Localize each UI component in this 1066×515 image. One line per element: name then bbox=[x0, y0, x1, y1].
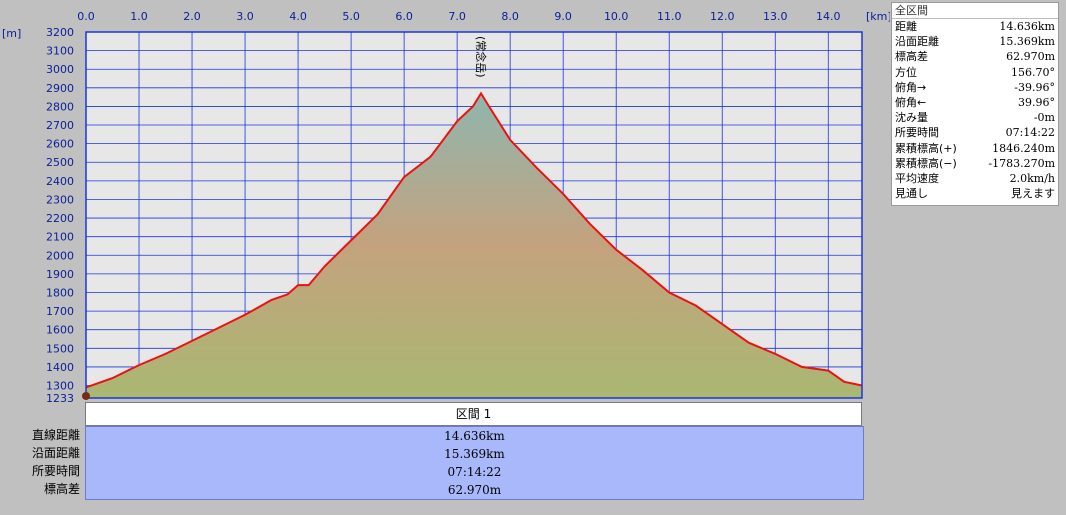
y-tick-label: 1233 bbox=[46, 392, 74, 402]
summary-label: 標高差 bbox=[895, 50, 928, 64]
summary-row: 見通し 見えます bbox=[892, 186, 1058, 201]
start-marker bbox=[82, 392, 90, 400]
segment-label: 沿面距離 bbox=[31, 446, 80, 460]
segment-values: 14.636km 15.369km 07:14:22 62.970m bbox=[85, 426, 864, 500]
summary-value: 15.369km bbox=[999, 35, 1055, 49]
summary-row: 方位 156.70° bbox=[892, 65, 1058, 80]
summary-row: 所要時間 07:14:22 bbox=[892, 125, 1058, 140]
summary-label: 所要時間 bbox=[895, 126, 939, 140]
x-tick-label: 14.0 bbox=[816, 10, 841, 23]
y-tick-label: 2500 bbox=[46, 156, 74, 169]
x-tick-label: 6.0 bbox=[395, 10, 413, 23]
y-tick-label: 2000 bbox=[46, 249, 74, 262]
segment-value: 62.970m bbox=[447, 483, 502, 497]
summary-row: 沿面距離 15.369km bbox=[892, 34, 1058, 49]
y-tick-label: 1900 bbox=[46, 268, 74, 281]
summary-row: 沈み量 -0m bbox=[892, 110, 1058, 125]
x-tick-label: 4.0 bbox=[289, 10, 307, 23]
summary-label: 距離 bbox=[895, 20, 917, 33]
y-tick-label: 2100 bbox=[46, 231, 74, 244]
x-tick-label: 12.0 bbox=[710, 10, 735, 23]
segment-label: 所要時間 bbox=[31, 464, 80, 478]
y-tick-label: 3100 bbox=[46, 45, 74, 58]
y-tick-label: 1800 bbox=[46, 286, 74, 299]
plot-border bbox=[85, 31, 863, 399]
segment-value: 15.369km bbox=[444, 447, 505, 461]
x-tick-label: 8.0 bbox=[501, 10, 519, 23]
summary-value: -1783.270m bbox=[988, 156, 1055, 170]
summary-row: 距離 14.636km bbox=[892, 19, 1058, 34]
elevation-area bbox=[86, 93, 862, 399]
y-tick-label: 1500 bbox=[46, 342, 74, 355]
segment-header[interactable]: 区間 1 bbox=[85, 402, 862, 426]
summary-value: 156.70° bbox=[1011, 65, 1055, 79]
summary-value: 07:14:22 bbox=[1005, 126, 1055, 140]
y-tick-label: 2900 bbox=[46, 82, 74, 95]
summary-label: 沈み量 bbox=[895, 111, 928, 125]
summary-row: 標高差 62.970m bbox=[892, 49, 1058, 64]
summary-title: 全区間 bbox=[892, 3, 1058, 19]
summary-row: 俯角→ -39.96° bbox=[892, 80, 1058, 95]
y-tick-label: 1600 bbox=[46, 324, 74, 337]
summary-row: 俯角← 39.96° bbox=[892, 95, 1058, 110]
summary-label: 平均速度 bbox=[895, 171, 939, 185]
y-tick-label: 2700 bbox=[46, 119, 74, 132]
segment-labels: 直線距離沿面距離所要時間標高差 bbox=[0, 426, 80, 498]
x-tick-label: 1.0 bbox=[130, 10, 148, 23]
segment-value: 07:14:22 bbox=[447, 465, 502, 479]
y-unit-label: [m] bbox=[2, 27, 21, 40]
summary-label: 俯角→ bbox=[895, 80, 927, 94]
y-tick-label: 3200 bbox=[46, 26, 74, 39]
summary-value: 見えます bbox=[1011, 187, 1055, 201]
summary-row: 累積標高(+) 1846.240m bbox=[892, 141, 1058, 156]
elevation-profile-chart: 0.0 1.0 2.0 3.0 4.0 5.0 6.0 7.0 8.0 9.0 10.0 11.0 12… bbox=[2, 10, 890, 402]
y-tick-label: 2400 bbox=[46, 175, 74, 188]
x-tick-label: 13.0 bbox=[763, 10, 788, 23]
summary-row: 平均速度 2.0km/h bbox=[892, 171, 1058, 186]
summary-label: 見通し bbox=[895, 187, 928, 201]
summary-value: -0m bbox=[1033, 111, 1055, 125]
x-tick-label: 5.0 bbox=[342, 10, 360, 23]
segment-label: 標高差 bbox=[43, 482, 80, 496]
y-tick-label: 1400 bbox=[46, 361, 74, 374]
x-unit-label: [km] bbox=[866, 10, 890, 23]
summary-value: 2.0km/h bbox=[1009, 171, 1055, 185]
x-tick-label: 2.0 bbox=[183, 10, 201, 23]
elevation-line bbox=[85, 91, 863, 389]
x-tick-label: 3.0 bbox=[236, 10, 254, 23]
summary-value: 62.970m bbox=[1006, 50, 1055, 64]
segment-label: 直線距離 bbox=[31, 428, 80, 442]
x-tick-label: 11.0 bbox=[657, 10, 682, 23]
y-tick-label: 2600 bbox=[46, 138, 74, 151]
x-axis-ticks: 0.0 1.0 2.0 3.0 4.0 5.0 6.0 7.0 8.0 9.0 10.0 11.0 12… bbox=[77, 10, 840, 23]
summary-label: 俯角← bbox=[895, 95, 927, 109]
summary-value: 39.96° bbox=[1018, 95, 1055, 109]
peak-label: (常念岳) bbox=[474, 36, 488, 78]
x-tick-label: 0.0 bbox=[77, 10, 95, 23]
summary-value: -39.96° bbox=[1014, 80, 1055, 94]
summary-value: 14.636km bbox=[999, 20, 1055, 33]
y-tick-label: 1300 bbox=[46, 380, 74, 393]
summary-label: 方位 bbox=[895, 65, 917, 79]
x-tick-label: 9.0 bbox=[554, 10, 572, 23]
y-tick-label: 2200 bbox=[46, 212, 74, 225]
x-tick-label: 7.0 bbox=[448, 10, 466, 23]
y-tick-label: 2800 bbox=[46, 100, 74, 113]
x-tick-label: 10.0 bbox=[604, 10, 629, 23]
y-tick-label: 2300 bbox=[46, 193, 74, 206]
summary-row: 累積標高(−) -1783.270m bbox=[892, 156, 1058, 171]
summary-label: 累積標高(−) bbox=[895, 156, 957, 170]
y-axis-ticks: 3200 3100 3000 2900 2800 2700 2600 2500 2400 2300… bbox=[46, 26, 74, 402]
summary-value: 1846.240m bbox=[992, 141, 1055, 155]
segment-value: 14.636km bbox=[444, 429, 505, 443]
summary-label: 累積標高(+) bbox=[895, 141, 957, 155]
summary-panel: 全区間 距離 14.636km 沿面距離 15.369km 標高差 62.970m 方位 15… bbox=[891, 2, 1059, 206]
y-tick-label: 3000 bbox=[46, 63, 74, 76]
summary-label: 沿面距離 bbox=[895, 35, 939, 49]
y-tick-label: 1700 bbox=[46, 305, 74, 318]
